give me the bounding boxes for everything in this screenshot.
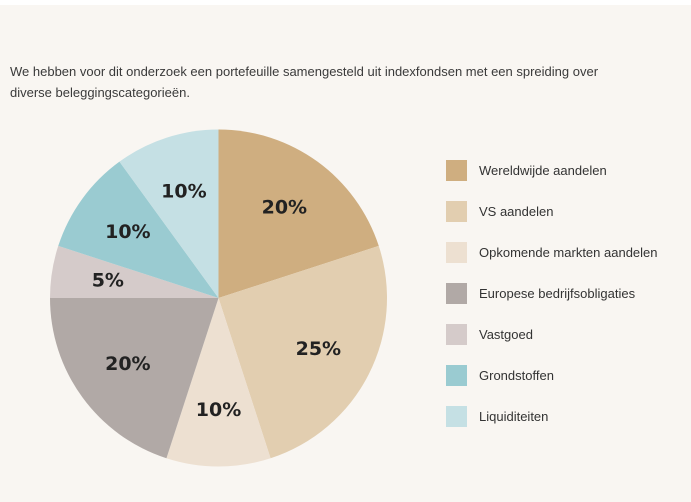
legend-swatch: [446, 365, 467, 386]
legend-swatch: [446, 160, 467, 181]
legend-item-vs-aandelen: VS aandelen: [446, 201, 686, 222]
legend-item-europese-bedrijfsobligaties: Europese bedrijfsobligaties: [446, 283, 686, 304]
legend-label: Wereldwijde aandelen: [479, 163, 607, 178]
pie-slice-label: 20%: [262, 196, 307, 218]
pie-slice: [50, 245, 219, 298]
pie-slice-label: 5%: [92, 269, 124, 291]
legend-item-opkomende-markten: Opkomende markten aandelen: [446, 242, 686, 263]
legend-swatch: [446, 406, 467, 427]
legend-label: VS aandelen: [479, 204, 554, 219]
legend-item-grondstoffen: Grondstoffen: [446, 365, 686, 386]
legend: Wereldwijde aandelen VS aandelen Opkomen…: [446, 160, 686, 447]
legend-item-wereldwijde-aandelen: Wereldwijde aandelen: [446, 160, 686, 181]
pie-slice: [218, 129, 379, 298]
pie-slice-label: 10%: [196, 399, 241, 421]
legend-swatch: [446, 201, 467, 222]
pie-slice: [50, 298, 219, 459]
pie-slice: [119, 129, 219, 298]
legend-swatch: [446, 324, 467, 345]
legend-item-liquiditeiten: Liquiditeiten: [446, 406, 686, 427]
pie-slice-label: 20%: [105, 353, 150, 375]
legend-swatch: [446, 283, 467, 304]
pie-slice-label: 10%: [161, 180, 206, 202]
legend-label: Opkomende markten aandelen: [479, 245, 658, 260]
pie-slice-label: 10%: [105, 221, 150, 243]
pie-slice-label: 25%: [296, 338, 341, 360]
legend-label: Grondstoffen: [479, 368, 554, 383]
legend-label: Europese bedrijfsobligaties: [479, 286, 636, 301]
pie-slice: [218, 245, 387, 459]
legend-label: Vastgoed: [479, 327, 533, 342]
legend-item-vastgoed: Vastgoed: [446, 324, 686, 345]
pie-slice: [58, 161, 219, 298]
pie-slice: [166, 298, 271, 467]
legend-label: Liquiditeiten: [479, 409, 549, 424]
intro-text: We hebben voor dit onderzoek een portefe…: [10, 64, 599, 100]
legend-swatch: [446, 242, 467, 263]
